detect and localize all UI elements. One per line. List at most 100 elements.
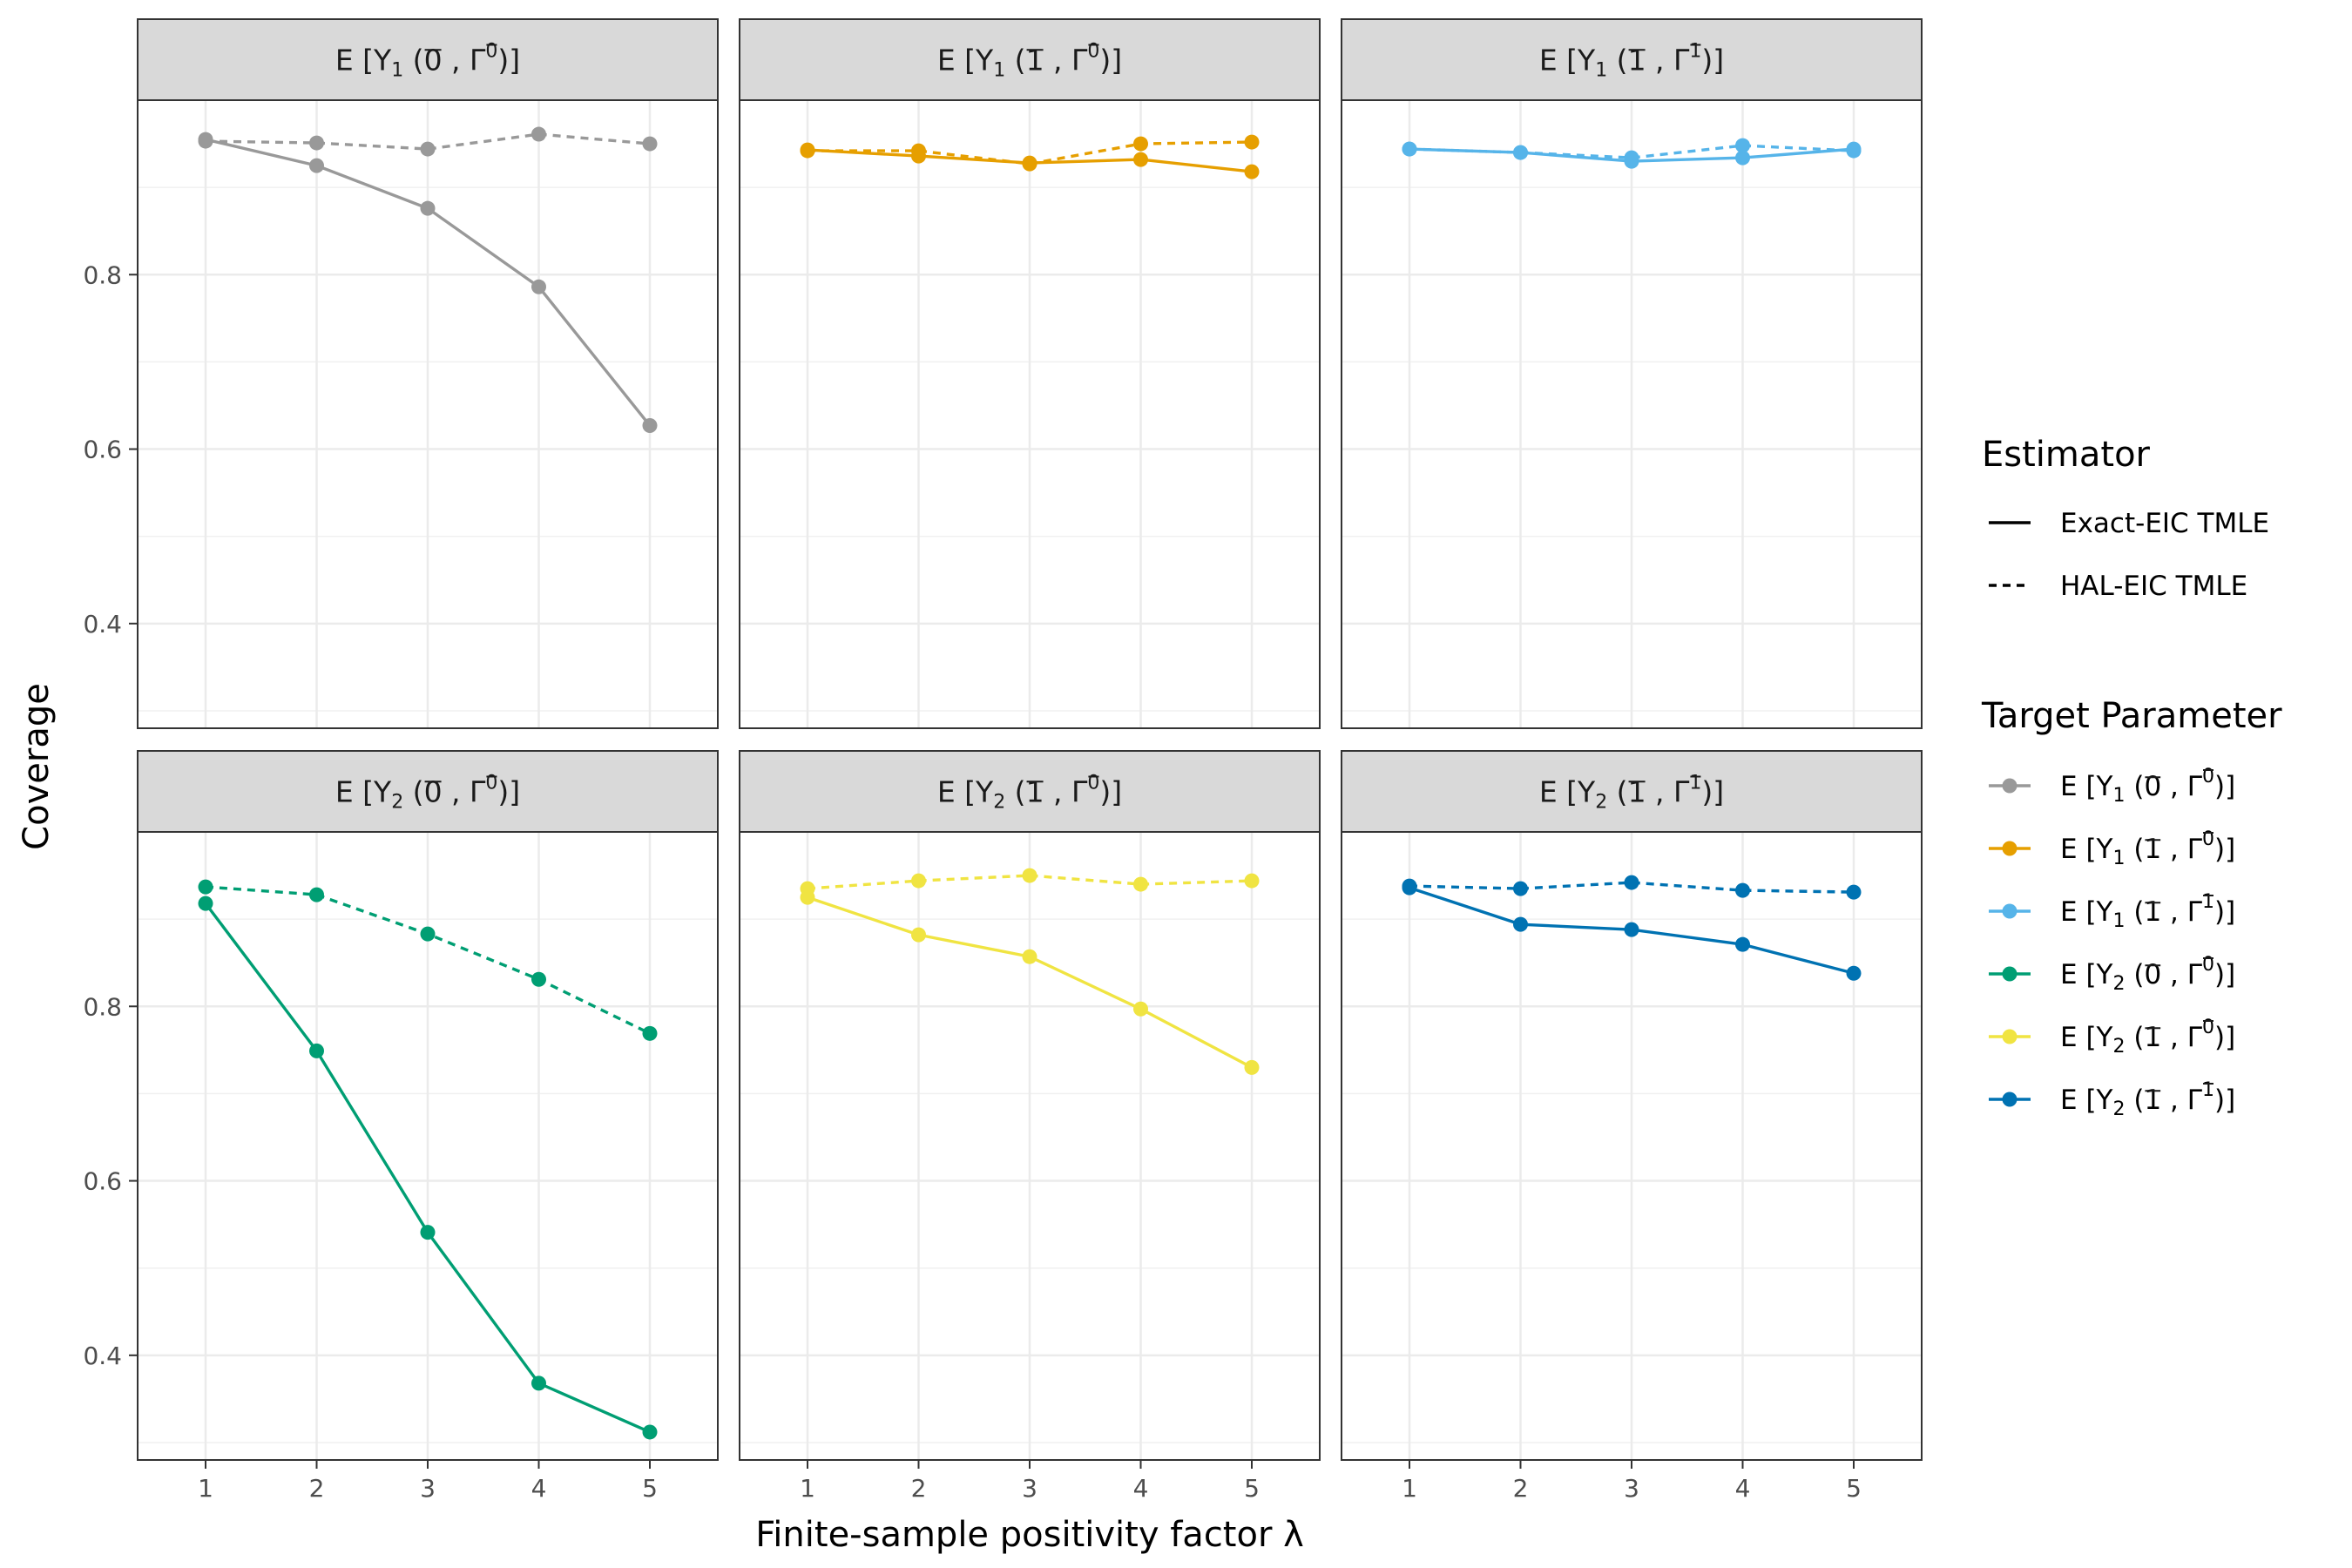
- data-point: [800, 143, 815, 159]
- x-tick-label: 4: [1133, 1474, 1149, 1503]
- data-point: [642, 1424, 658, 1440]
- data-point: [198, 133, 213, 149]
- label-expectation: E [Y: [2060, 959, 2113, 990]
- label-gamma-index: 1: [2202, 1079, 2214, 1101]
- strip-label: E [Y1 (1 , Γ1)]: [1539, 41, 1724, 82]
- label-close: )]: [2214, 1085, 2235, 1116]
- series-line-hal-eic: [205, 132, 651, 151]
- label-paren: (: [2125, 1022, 2144, 1053]
- label-expectation: E [Y: [2060, 1085, 2113, 1116]
- legend-label-target: E [Y1 (0 , Γ0)]: [2060, 766, 2235, 807]
- strip-background: [137, 750, 719, 833]
- label-outcome-index: 2: [1595, 792, 1607, 814]
- label-gamma: , Γ: [1044, 44, 1088, 78]
- data-point: [1402, 141, 1417, 157]
- label-gamma-index: 0: [485, 773, 497, 794]
- label-close: )]: [2214, 1022, 2235, 1053]
- label-treatment: 1: [1026, 775, 1044, 809]
- label-close: )]: [1099, 44, 1122, 78]
- legend-key-point: [2002, 841, 2017, 856]
- legends: Estimator Exact-EIC TMLE HAL-EIC TMLE Targe…: [1981, 435, 2282, 1120]
- data-point: [1022, 156, 1037, 172]
- strip-label: E [Y2 (1 , Γ0)]: [937, 773, 1122, 814]
- data-point: [420, 200, 436, 216]
- data-point: [309, 887, 324, 902]
- series-line-hal-eic: [808, 140, 1253, 166]
- legend-key-point: [2002, 903, 2017, 919]
- label-gamma: , Γ: [2161, 1022, 2203, 1053]
- data-point: [1244, 1059, 1260, 1075]
- label-close: )]: [1701, 775, 1724, 809]
- panel-y1-10: E [Y1 (1 , Γ0)]: [739, 18, 1321, 729]
- label-outcome-index: 1: [2112, 910, 2125, 932]
- label-expectation: E [Y: [2060, 896, 2113, 928]
- label-treatment: 1: [1628, 44, 1646, 78]
- legend-title-target: Target Parameter: [1981, 696, 2282, 736]
- data-point: [1624, 922, 1639, 937]
- series-line-hal-eic: [1409, 881, 1855, 894]
- panel-border: [739, 99, 1321, 729]
- label-expectation: E [Y: [335, 44, 392, 78]
- legend-label-target: E [Y2 (0 , Γ0)]: [2060, 954, 2235, 995]
- data-point: [1846, 884, 1862, 900]
- legend-label-estimator: Exact-EIC TMLE: [2060, 508, 2269, 539]
- x-tick-label: 2: [1513, 1474, 1529, 1503]
- series-line-hal-eic: [807, 874, 1253, 890]
- facet-panels: E [Y1 (0 , Γ0)] E [Y1 (1 , Γ0)] E [Y1 (1 ,…: [137, 18, 1923, 1461]
- x-tick-label: 2: [911, 1474, 927, 1503]
- label-expectation: E [Y: [2060, 1022, 2113, 1053]
- label-close: )]: [497, 775, 520, 809]
- strip-label: E [Y1 (1 , Γ0)]: [937, 41, 1122, 82]
- data-point: [1244, 134, 1260, 150]
- data-point: [1735, 936, 1750, 952]
- label-paren: (: [2125, 834, 2144, 865]
- data-point: [1846, 143, 1862, 159]
- x-tick-label: 3: [1624, 1474, 1639, 1503]
- label-expectation: E [Y: [335, 775, 392, 809]
- label-paren: (: [1005, 44, 1025, 78]
- label-gamma-index: 0: [2202, 828, 2214, 850]
- x-tick-label: 3: [420, 1474, 436, 1503]
- label-treatment: 1: [1628, 775, 1646, 809]
- x-axis-title: Finite-sample positivity factor λ: [755, 1515, 1304, 1555]
- data-point: [1624, 150, 1639, 166]
- label-close: )]: [2214, 771, 2235, 802]
- strip-label: E [Y2 (0 , Γ0)]: [335, 773, 520, 814]
- strip-label: E [Y1 (0 , Γ0)]: [335, 41, 520, 82]
- x-tick-label: 1: [1402, 1474, 1417, 1503]
- label-paren: (: [2125, 959, 2144, 990]
- y-tick-label: 0.6: [83, 436, 122, 464]
- data-point: [1244, 164, 1260, 179]
- legend-label-target: E [Y2 (1 , Γ1)]: [2060, 1079, 2235, 1120]
- data-point: [1022, 868, 1037, 883]
- data-point: [309, 1043, 324, 1058]
- label-paren: (: [2125, 771, 2144, 802]
- panel-border: [137, 99, 719, 729]
- label-treatment: 1: [2144, 1085, 2161, 1116]
- y-tick-label: 0.6: [83, 1167, 122, 1196]
- label-gamma-index: 1: [1689, 773, 1701, 794]
- y-tick-label: 0.8: [83, 260, 122, 289]
- strip-background: [739, 18, 1321, 101]
- legend-label-estimator: HAL-EIC TMLE: [2060, 571, 2247, 602]
- data-point: [198, 896, 213, 911]
- label-gamma: , Γ: [2161, 834, 2203, 865]
- label-outcome-index: 1: [2112, 785, 2125, 807]
- data-point: [420, 141, 436, 157]
- legend-label-target: E [Y1 (1 , Γ1)]: [2060, 891, 2235, 932]
- axes: 0.40.60.80.40.60.81 2 3 4 5 1 2 3 4 5 1 2 3 4 5Finite-…: [17, 260, 1862, 1555]
- label-gamma-index: 0: [2202, 954, 2214, 976]
- label-gamma-index: 1: [1689, 41, 1701, 63]
- data-point: [1133, 136, 1148, 152]
- data-point: [1735, 882, 1750, 898]
- data-point: [531, 971, 546, 987]
- label-outcome-index: 1: [993, 60, 1005, 82]
- legend-key-point: [2002, 778, 2017, 794]
- y-tick-label: 0.4: [83, 1342, 122, 1370]
- label-gamma-index: 0: [1087, 41, 1099, 63]
- label-treatment: 0: [2144, 771, 2161, 802]
- legend-label-target: E [Y1 (1 , Γ0)]: [2060, 828, 2235, 869]
- strip-background: [739, 750, 1321, 833]
- data-point: [911, 927, 926, 943]
